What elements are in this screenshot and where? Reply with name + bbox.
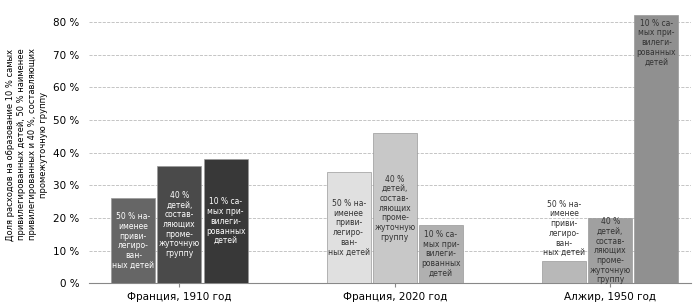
Bar <box>327 172 371 283</box>
Text: 10 % са-
мых при-
вилеги-
рованных
детей: 10 % са- мых при- вилеги- рованных детей <box>421 230 461 278</box>
Bar <box>112 198 155 283</box>
Bar <box>204 159 247 283</box>
Bar <box>588 218 632 283</box>
Text: 40 %
детей,
состав-
ляющих
проме-
жуточную
группу: 40 % детей, состав- ляющих проме- жуточн… <box>159 191 200 258</box>
Text: 50 % на-
именее
приви-
легиро-
ван-
ных детей: 50 % на- именее приви- легиро- ван- ных … <box>112 212 154 270</box>
Text: 40 %
детей,
состав-
ляющих
проме-
жуточную
группу: 40 % детей, состав- ляющих проме- жуточн… <box>590 217 631 284</box>
Bar <box>542 261 586 283</box>
Bar <box>419 225 463 283</box>
Text: 10 % са-
мых при-
вилеги-
рованных
детей: 10 % са- мых при- вилеги- рованных детей <box>636 18 676 67</box>
Y-axis label: Доля расходов на образование 10 % самых
привилегированных детей, 50 % наименее
п: Доля расходов на образование 10 % самых … <box>6 48 48 241</box>
Text: 10 % са-
мых при-
вилеги-
рованных
детей: 10 % са- мых при- вилеги- рованных детей <box>206 197 245 245</box>
Bar <box>634 15 678 283</box>
Text: 50 % на-
именее
приви-
легиро-
ван-
ных детей: 50 % на- именее приви- легиро- ван- ных … <box>328 199 369 257</box>
Text: 40 %
детей,
состав-
ляющих
проме-
жуточную
группу: 40 % детей, состав- ляющих проме- жуточн… <box>374 175 415 242</box>
Bar <box>373 133 417 283</box>
Bar <box>158 166 201 283</box>
Text: 50 % на-
именее
приви-
легиро-
ван-
ных детей: 50 % на- именее приви- легиро- ван- ных … <box>543 200 585 257</box>
